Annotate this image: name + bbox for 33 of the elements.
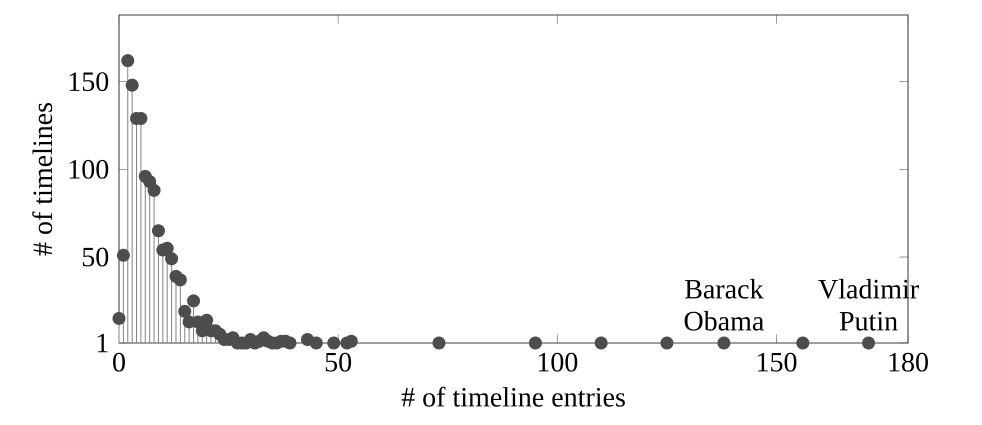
point	[112, 312, 126, 325]
point	[660, 336, 674, 350]
x-axis-title: # of timeline entries	[402, 386, 625, 407]
x-tick-label: 180	[889, 352, 928, 372]
point	[327, 336, 340, 350]
point	[594, 336, 608, 350]
point	[796, 336, 810, 350]
point	[283, 336, 296, 350]
point	[174, 273, 187, 286]
x-tick-label: 150	[758, 352, 796, 372]
point	[528, 336, 542, 350]
y-tick-label: 1	[98, 334, 108, 352]
point	[178, 304, 192, 318]
point	[187, 294, 200, 308]
point	[200, 314, 214, 327]
y-axis-title: # of timelines	[32, 103, 52, 256]
y-tick-label: 100	[70, 160, 108, 179]
point	[165, 252, 178, 266]
point	[126, 78, 139, 92]
point	[152, 224, 165, 238]
point	[432, 336, 446, 350]
y-tick-label: 150	[70, 72, 108, 92]
point	[116, 248, 130, 262]
y-tick-label: 50	[82, 248, 108, 267]
x-tick-label: 0	[113, 352, 125, 372]
point	[121, 54, 134, 68]
point	[148, 184, 161, 197]
point	[862, 336, 876, 350]
annotation: Barack Obama	[684, 278, 764, 331]
point	[310, 336, 323, 350]
x-tick-label: 100	[538, 352, 578, 372]
point	[717, 336, 730, 350]
x-tick-label: 50	[326, 352, 352, 372]
